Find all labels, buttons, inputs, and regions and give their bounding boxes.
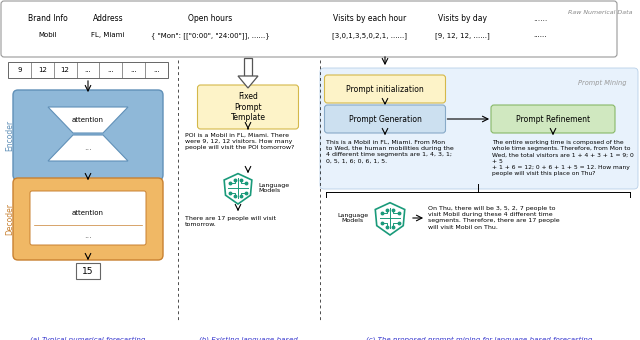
Text: ...: ... [131, 67, 137, 73]
Text: attention: attention [72, 117, 104, 123]
Text: Mobil: Mobil [38, 32, 58, 38]
Text: Visits by day: Visits by day [438, 14, 486, 23]
Text: Fixed
Prompt
Template: Fixed Prompt Template [230, 92, 266, 122]
Text: POI is a Mobil in FL, Miami. There
were 9, 12, 12 visitors. How many
people will: POI is a Mobil in FL, Miami. There were … [185, 133, 294, 150]
Text: ......: ...... [533, 32, 547, 38]
Polygon shape [375, 203, 404, 235]
Text: ...: ... [153, 67, 160, 73]
FancyBboxPatch shape [324, 75, 445, 103]
FancyBboxPatch shape [8, 62, 168, 78]
Text: 12: 12 [38, 67, 47, 73]
FancyBboxPatch shape [13, 90, 163, 180]
FancyBboxPatch shape [1, 1, 617, 57]
Text: 15: 15 [83, 267, 93, 275]
Text: ...: ... [84, 67, 92, 73]
Text: 9: 9 [17, 67, 22, 73]
FancyBboxPatch shape [320, 68, 638, 189]
Text: ...: ... [108, 67, 114, 73]
Text: attention: attention [72, 210, 104, 216]
Text: Encoder: Encoder [5, 119, 14, 151]
Text: 12: 12 [61, 67, 70, 73]
Text: On Thu, there will be 3, 5, 2, 7 people to
visit Mobil during these 4 different : On Thu, there will be 3, 5, 2, 7 people … [428, 206, 559, 230]
Text: (a) Typical numerical forecasting: (a) Typical numerical forecasting [30, 336, 146, 340]
FancyBboxPatch shape [198, 85, 298, 129]
Text: [3,0,1,3,5,0,2,1, ......]: [3,0,1,3,5,0,2,1, ......] [333, 32, 408, 39]
Text: Raw Numerical Data: Raw Numerical Data [568, 10, 632, 15]
FancyBboxPatch shape [76, 263, 100, 279]
Text: Prompt initialization: Prompt initialization [346, 85, 424, 94]
Text: Decoder: Decoder [5, 203, 14, 235]
FancyBboxPatch shape [30, 191, 146, 245]
Text: The entire working time is composed of the
whole time segments. Therefore, from : The entire working time is composed of t… [492, 140, 634, 176]
Text: (b) Existing language-based
forecasting with fixed template: (b) Existing language-based forecasting … [193, 336, 303, 340]
Text: Visits by each hour: Visits by each hour [333, 14, 406, 23]
Text: ......: ...... [533, 14, 547, 23]
Text: ...: ... [84, 231, 92, 239]
Text: Brand Info: Brand Info [28, 14, 68, 23]
Text: Prompt Refinement: Prompt Refinement [516, 115, 590, 123]
Polygon shape [244, 58, 252, 76]
Polygon shape [48, 135, 128, 161]
Polygon shape [238, 76, 258, 88]
Text: This is a Mobil in FL, Miami. From Mon
to Wed, the human mobilities during the
4: This is a Mobil in FL, Miami. From Mon t… [326, 140, 454, 164]
Text: Prompt Generation: Prompt Generation [349, 115, 421, 123]
Text: { "Mon": [["0:00", "24:00"]], ......}: { "Mon": [["0:00", "24:00"]], ......} [150, 32, 269, 39]
Text: Open hours: Open hours [188, 14, 232, 23]
Text: ...: ... [84, 143, 92, 153]
FancyBboxPatch shape [13, 178, 163, 260]
Text: There are 17 people will visit
tomorrow.: There are 17 people will visit tomorrow. [185, 216, 276, 227]
Text: (c) The proposed prompt mining for language-based forecasting: (c) The proposed prompt mining for langu… [366, 336, 592, 340]
Polygon shape [224, 174, 252, 204]
FancyBboxPatch shape [491, 105, 615, 133]
Text: Language
Models: Language Models [337, 212, 368, 223]
Text: Address: Address [93, 14, 124, 23]
Polygon shape [48, 107, 128, 133]
Text: [9, 12, 12, ......]: [9, 12, 12, ......] [435, 32, 490, 39]
Text: Language
Models: Language Models [258, 183, 289, 193]
FancyBboxPatch shape [324, 105, 445, 133]
Text: Prompt Mining: Prompt Mining [577, 80, 626, 86]
Text: FL, Miami: FL, Miami [92, 32, 125, 38]
